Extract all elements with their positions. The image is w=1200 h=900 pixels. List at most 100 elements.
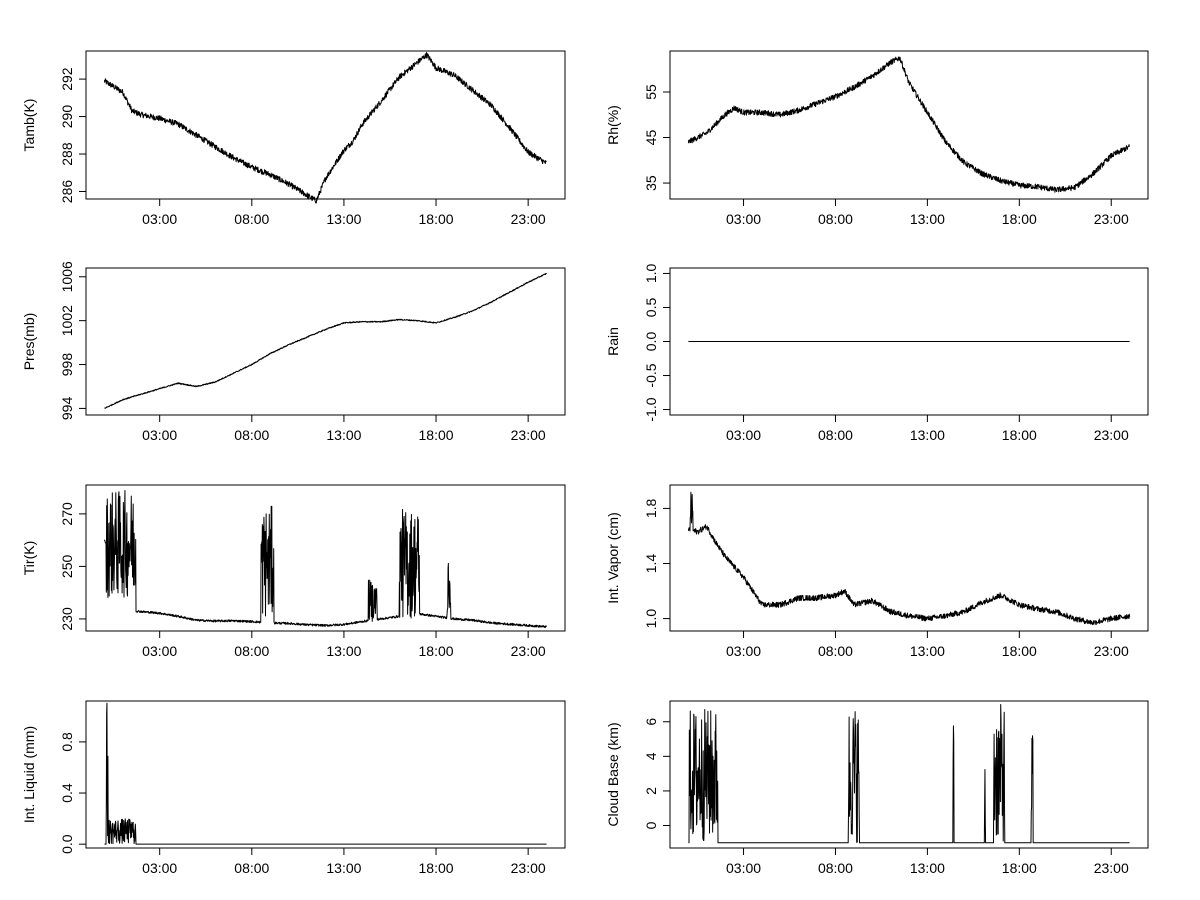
plot-frame	[669, 700, 1149, 849]
y-axis-label: Pres(mb)	[21, 313, 37, 371]
y-tick-label: 4	[643, 752, 659, 760]
y-tick-label: 45	[643, 130, 659, 146]
plot-frame	[85, 484, 566, 632]
x-tick-label: 08:00	[234, 211, 269, 227]
x-tick-label: 13:00	[326, 643, 361, 659]
x-tick-label: 23:00	[1094, 643, 1129, 659]
y-tick-label: 1.4	[643, 554, 659, 574]
x-tick-label: 13:00	[910, 211, 945, 227]
series-line	[103, 52, 547, 204]
plot-frame	[85, 50, 566, 200]
x-tick-label: 08:00	[818, 860, 853, 876]
x-tick-label: 23:00	[1094, 860, 1129, 876]
x-tick-label: 13:00	[910, 643, 945, 659]
y-tick-label: 292	[59, 67, 75, 91]
series-line	[104, 272, 547, 409]
y-tick-label: 998	[59, 353, 75, 377]
x-tick-label: 08:00	[818, 643, 853, 659]
series-line	[688, 703, 1130, 844]
y-tick-label: 0	[643, 821, 659, 829]
panel-7: 03:00 08:00 13:00 18:00 23:00 0.0 0.4 0.8 Int. L…	[21, 700, 566, 876]
plot-frame	[669, 484, 1149, 632]
x-tick-label: 13:00	[326, 860, 361, 876]
x-tick-label: 18:00	[419, 211, 454, 227]
y-tick-label: 290	[59, 105, 75, 129]
x-tick-label: 03:00	[142, 427, 177, 443]
y-tick-label: -0.5	[643, 363, 659, 387]
y-tick-label: 35	[643, 175, 659, 191]
y-tick-label: 286	[59, 180, 75, 204]
x-tick-label: 23:00	[511, 860, 546, 876]
y-tick-label: 250	[59, 555, 75, 579]
x-tick-label: 23:00	[1094, 427, 1129, 443]
x-tick-label: 03:00	[726, 860, 761, 876]
y-tick-label: 1.8	[643, 498, 659, 518]
x-tick-label: 08:00	[234, 427, 269, 443]
x-tick-label: 18:00	[419, 643, 454, 659]
plot-frame	[85, 700, 566, 849]
y-axis-label: Tamb(K)	[21, 99, 37, 152]
x-tick-label: 13:00	[326, 211, 361, 227]
panel-2: 03:00 08:00 13:00 18:00 23:00 35 45 55 Rh(%)	[605, 50, 1149, 227]
x-tick-label: 03:00	[726, 427, 761, 443]
y-tick-label: 270	[59, 502, 75, 526]
y-tick-label: 0.4	[59, 783, 75, 803]
x-tick-label: 23:00	[511, 427, 546, 443]
x-tick-label: 18:00	[1002, 643, 1037, 659]
y-tick-label: 994	[59, 397, 75, 421]
x-tick-label: 18:00	[1002, 211, 1037, 227]
x-tick-label: 18:00	[419, 860, 454, 876]
y-axis-label: Int. Liquid (mm)	[21, 726, 37, 823]
x-tick-label: 13:00	[326, 427, 361, 443]
series-line	[687, 491, 1131, 626]
panel-3: 03:00 08:00 13:00 18:00 23:00 994 998 1002 1006 P…	[21, 261, 566, 443]
plot-frame	[85, 267, 566, 416]
x-tick-label: 13:00	[910, 860, 945, 876]
x-tick-label: 08:00	[818, 427, 853, 443]
panel-8: 03:00 08:00 13:00 18:00 23:00 0 2 4 6 Cloud Base …	[605, 700, 1149, 876]
y-tick-label: 0.8	[59, 732, 75, 752]
y-axis-label: Cloud Base (km)	[605, 722, 621, 826]
y-tick-label: 1006	[59, 261, 75, 292]
x-tick-label: 03:00	[142, 211, 177, 227]
x-tick-label: 03:00	[142, 643, 177, 659]
x-tick-label: 18:00	[1002, 427, 1037, 443]
x-tick-label: 08:00	[818, 211, 853, 227]
y-axis-label: Rain	[605, 327, 621, 356]
y-tick-label: 2	[643, 787, 659, 795]
plot-frame	[669, 50, 1149, 200]
x-tick-label: 23:00	[1094, 211, 1129, 227]
x-tick-label: 18:00	[419, 427, 454, 443]
y-tick-label: 1.0	[643, 264, 659, 284]
series-line	[104, 702, 547, 845]
x-tick-label: 08:00	[234, 643, 269, 659]
panel-1: 03:00 08:00 13:00 18:00 23:00 286 288 290 292 Tam…	[21, 50, 566, 227]
y-tick-label: 0.0	[59, 834, 75, 854]
y-tick-label: 6	[643, 718, 659, 726]
panel-4: 03:00 08:00 13:00 18:00 23:00 -1.0 -0.5 0.0 0.5 1…	[605, 264, 1149, 443]
x-tick-label: 18:00	[1002, 860, 1037, 876]
y-tick-label: -1.0	[643, 397, 659, 421]
x-tick-label: 13:00	[910, 427, 945, 443]
series-line	[687, 56, 1131, 193]
y-tick-label: 230	[59, 607, 75, 631]
series-line	[103, 490, 547, 629]
x-tick-label: 03:00	[142, 860, 177, 876]
panel-5: 03:00 08:00 13:00 18:00 23:00 230 250 270 Tir(K)	[21, 484, 566, 659]
x-tick-label: 08:00	[234, 860, 269, 876]
x-tick-label: 03:00	[726, 643, 761, 659]
x-tick-label: 23:00	[511, 643, 546, 659]
y-tick-label: 0.0	[643, 332, 659, 352]
y-tick-label: 1002	[59, 305, 75, 336]
x-tick-label: 23:00	[511, 211, 546, 227]
y-tick-label: 0.5	[643, 298, 659, 318]
panel-6: 03:00 08:00 13:00 18:00 23:00 1.0 1.4 1.8 Int. V…	[605, 484, 1149, 659]
y-axis-label: Tir(K)	[21, 541, 37, 575]
y-tick-label: 288	[59, 142, 75, 166]
y-axis-label: Int. Vapor (cm)	[605, 512, 621, 604]
y-axis-label: Rh(%)	[605, 105, 621, 145]
y-tick-label: 55	[643, 84, 659, 100]
x-tick-label: 03:00	[726, 211, 761, 227]
y-tick-label: 1.0	[643, 609, 659, 629]
